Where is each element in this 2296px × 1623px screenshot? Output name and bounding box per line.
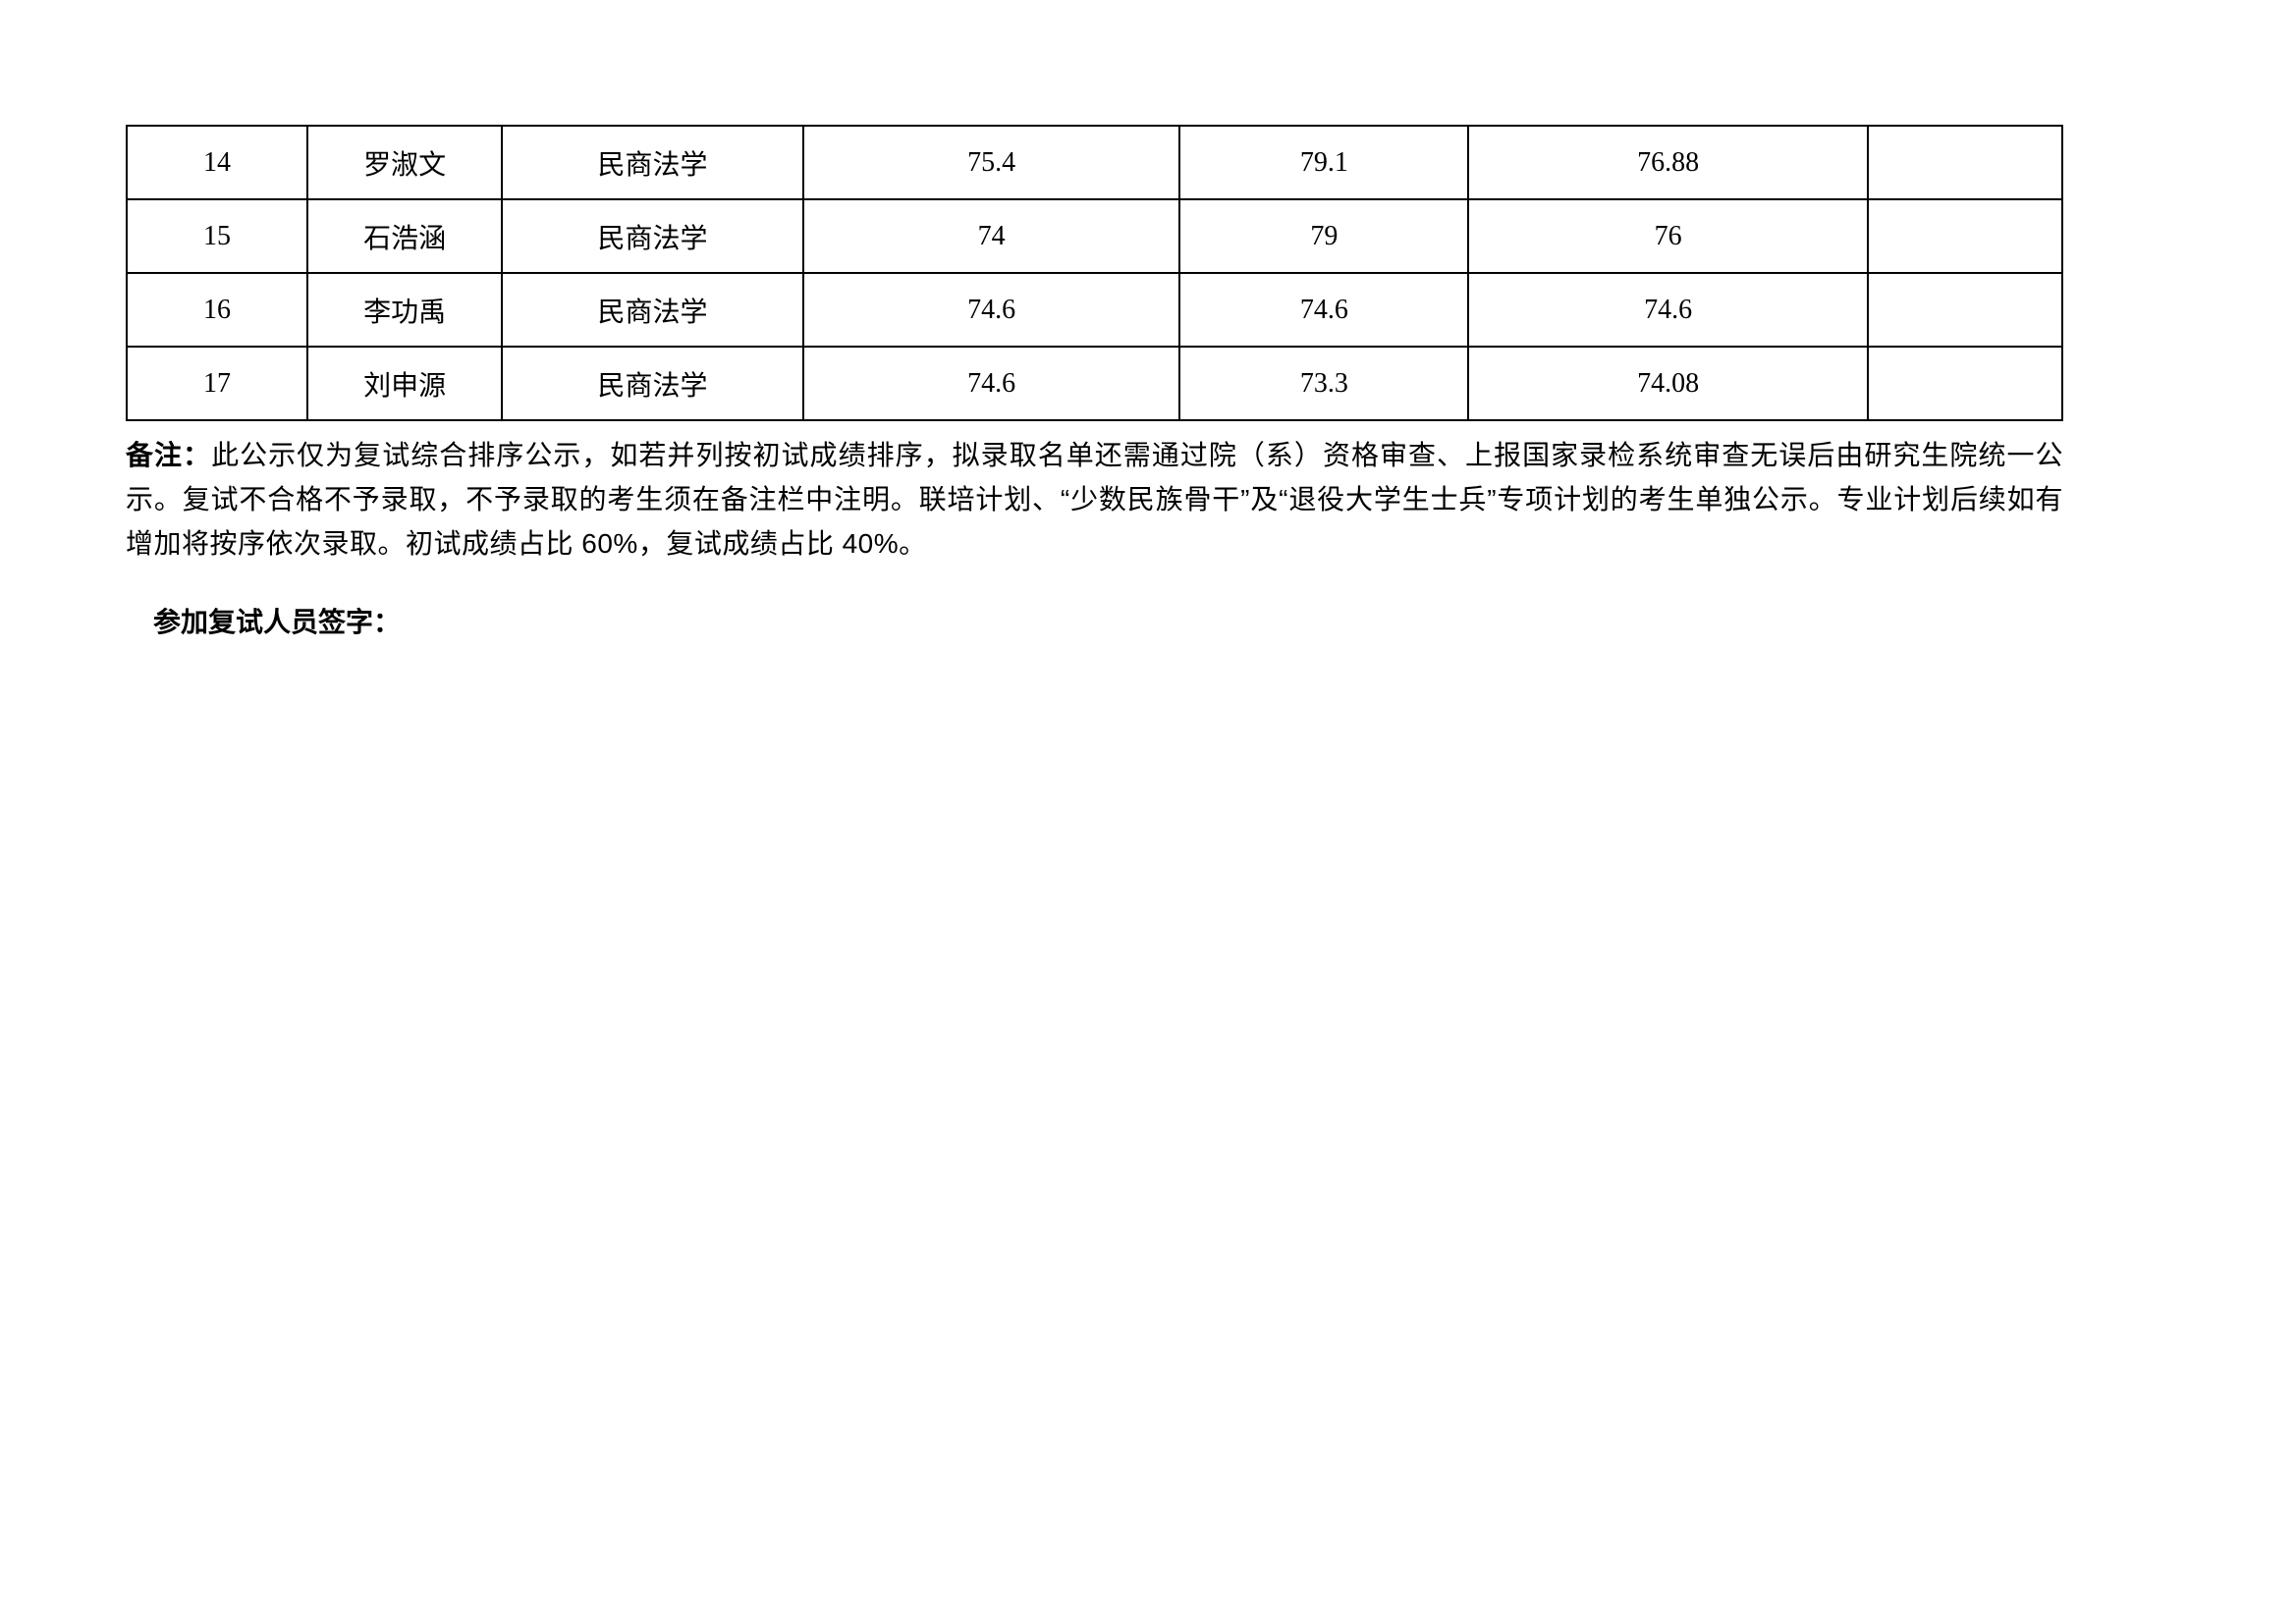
table-row: 15 石浩涵 民商法学 74 79 76 <box>127 199 2062 273</box>
cell-remark <box>1868 347 2062 420</box>
cell-rank: 14 <box>127 126 307 199</box>
document-content: 14 罗淑文 民商法学 75.4 79.1 76.88 15 石浩涵 民商法学 … <box>126 125 2063 640</box>
cell-score3: 74.6 <box>1468 273 1867 347</box>
notes-paragraph: 备注：此公示仅为复试综合排序公示，如若并列按初试成绩排序，拟录取名单还需通过院（… <box>126 433 2063 566</box>
cell-score1: 74.6 <box>803 273 1179 347</box>
cell-score3: 74.08 <box>1468 347 1867 420</box>
cell-remark <box>1868 126 2062 199</box>
table-row: 14 罗淑文 民商法学 75.4 79.1 76.88 <box>127 126 2062 199</box>
results-table: 14 罗淑文 民商法学 75.4 79.1 76.88 15 石浩涵 民商法学 … <box>126 125 2063 421</box>
cell-score2: 73.3 <box>1179 347 1468 420</box>
cell-score1: 75.4 <box>803 126 1179 199</box>
cell-major: 民商法学 <box>502 347 803 420</box>
cell-remark <box>1868 199 2062 273</box>
signature-label: 参加复试人员签字： <box>153 601 2063 640</box>
cell-name: 刘申源 <box>307 347 502 420</box>
cell-score3: 76 <box>1468 199 1867 273</box>
cell-rank: 15 <box>127 199 307 273</box>
cell-score2: 79 <box>1179 199 1468 273</box>
cell-score2: 74.6 <box>1179 273 1468 347</box>
cell-score2: 79.1 <box>1179 126 1468 199</box>
table-row: 16 李功禹 民商法学 74.6 74.6 74.6 <box>127 273 2062 347</box>
cell-rank: 17 <box>127 347 307 420</box>
notes-text: 此公示仅为复试综合排序公示，如若并列按初试成绩排序，拟录取名单还需通过院（系）资… <box>126 440 2063 559</box>
cell-name: 罗淑文 <box>307 126 502 199</box>
cell-major: 民商法学 <box>502 126 803 199</box>
cell-name: 李功禹 <box>307 273 502 347</box>
cell-remark <box>1868 273 2062 347</box>
cell-name: 石浩涵 <box>307 199 502 273</box>
cell-score1: 74 <box>803 199 1179 273</box>
notes-label: 备注： <box>126 440 211 470</box>
cell-score1: 74.6 <box>803 347 1179 420</box>
cell-score3: 76.88 <box>1468 126 1867 199</box>
cell-rank: 16 <box>127 273 307 347</box>
cell-major: 民商法学 <box>502 199 803 273</box>
cell-major: 民商法学 <box>502 273 803 347</box>
table-row: 17 刘申源 民商法学 74.6 73.3 74.08 <box>127 347 2062 420</box>
